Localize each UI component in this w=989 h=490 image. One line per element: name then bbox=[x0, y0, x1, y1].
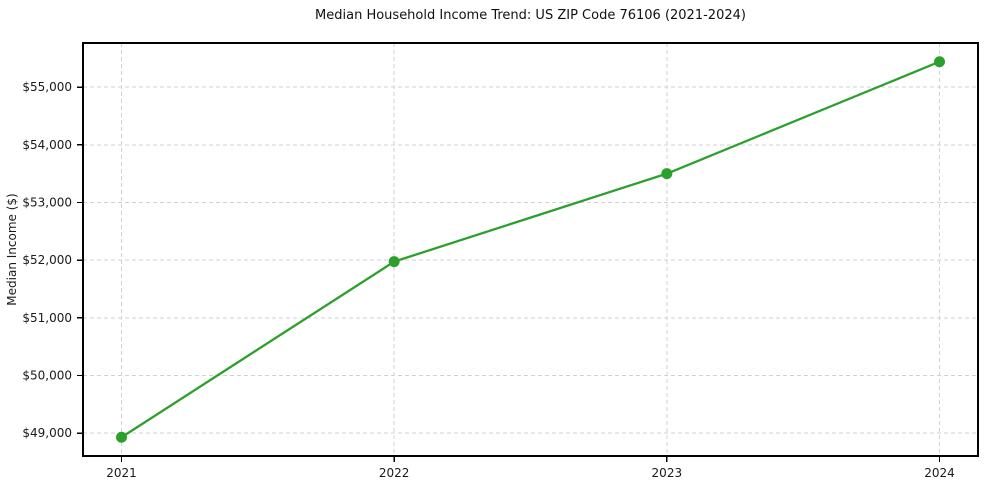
data-point-2022 bbox=[388, 256, 400, 268]
x-tick-label: 2022 bbox=[379, 466, 410, 480]
trend-line-series bbox=[116, 56, 945, 443]
y-axis-label: Median Income ($) bbox=[5, 193, 19, 305]
x-tick-label: 2021 bbox=[106, 466, 137, 480]
axis-layer: $49,000 $50,000 $51,000 $52,000 $53,000 $54,0… bbox=[22, 42, 979, 480]
y-tick-label: $49,000 bbox=[22, 426, 72, 440]
y-tick-label: $55,000 bbox=[22, 80, 72, 94]
grid-layer bbox=[83, 43, 978, 456]
y-tick-label: $50,000 bbox=[22, 369, 72, 383]
x-tick-label: 2024 bbox=[924, 466, 955, 480]
data-point-2023 bbox=[661, 168, 673, 180]
chart-title: Median Household Income Trend: US ZIP Co… bbox=[315, 8, 746, 23]
y-tick-label: $53,000 bbox=[22, 195, 72, 209]
x-tick-label: 2023 bbox=[652, 466, 683, 480]
trend-line bbox=[120, 60, 941, 439]
data-point-2021 bbox=[116, 431, 127, 443]
y-tick-label: $51,000 bbox=[22, 311, 72, 325]
y-tick-label: $54,000 bbox=[22, 138, 72, 152]
plot-border bbox=[82, 42, 979, 457]
data-point-2024 bbox=[934, 56, 945, 68]
y-tick-label: $52,000 bbox=[22, 253, 72, 267]
